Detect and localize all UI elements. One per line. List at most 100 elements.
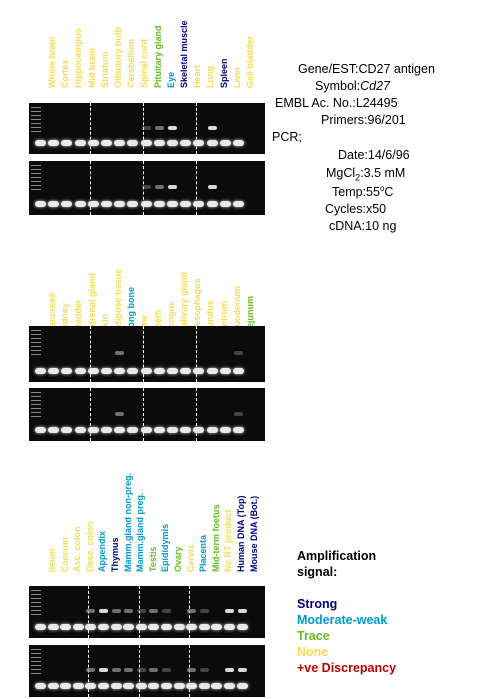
- product-band: [234, 351, 243, 356]
- lane-separator: [90, 161, 92, 215]
- primer-dimer-band: [198, 683, 210, 689]
- primer-dimer-band: [61, 201, 73, 207]
- ladder-tick: [31, 165, 41, 166]
- product-band: [225, 609, 234, 614]
- lane-label: Mid brain: [74, 2, 97, 100]
- ladder-tick: [31, 606, 41, 607]
- lane-label: Thymus: [97, 480, 120, 584]
- ladder-tick: [31, 127, 41, 128]
- primer-dimer-band: [48, 427, 60, 433]
- ladder-tick: [31, 181, 41, 182]
- lane-separator: [90, 388, 92, 441]
- info-gene: Gene/EST:CD27 antigen: [298, 62, 435, 76]
- product-band: [207, 125, 217, 130]
- panel-3-gel-top: [29, 586, 265, 638]
- primer-dimer-band: [35, 201, 46, 207]
- ladder-tick: [31, 115, 41, 116]
- info-symbol: Symbol:Cd27: [315, 79, 391, 93]
- primer-dimer-band: [74, 368, 86, 374]
- info-embl: EMBL Ac. No.:L24495: [275, 96, 398, 110]
- primer-dimer-band: [153, 201, 165, 207]
- product-band: [154, 125, 164, 130]
- primer-dimer-band: [233, 140, 244, 146]
- amplification-legend: Amplification signal: Strong Moderate-we…: [297, 548, 396, 676]
- primer-dimer-band: [206, 201, 218, 207]
- primer-dimer-band: [233, 368, 244, 374]
- ladder-tick: [31, 119, 41, 120]
- primer-dimer-band: [140, 201, 152, 207]
- primer-dimer-band: [60, 683, 72, 689]
- primer-dimer-band: [167, 201, 178, 207]
- primer-dimer-band: [173, 683, 185, 689]
- ladder-tick: [31, 594, 41, 595]
- primer-dimer-band: [47, 683, 59, 689]
- product-band: [115, 411, 125, 416]
- lane-label: Mid-term foetus: [198, 480, 221, 584]
- primer-dimer-band: [180, 140, 192, 146]
- size-ladder: [31, 645, 41, 697]
- ladder-tick: [31, 185, 41, 186]
- primer-dimer-band: [48, 140, 60, 146]
- lane-separator: [138, 645, 140, 697]
- lane-label: Skeletal muscle: [166, 2, 189, 100]
- lane-label: Striatum: [87, 2, 110, 100]
- ladder-tick: [31, 598, 41, 599]
- ladder-tick: [31, 346, 41, 347]
- primer-dimer-band: [206, 368, 218, 374]
- primer-dimer-band: [114, 427, 126, 433]
- product-band: [237, 668, 247, 673]
- primer-dimer-band: [114, 368, 126, 374]
- product-band: [124, 668, 134, 673]
- ladder-tick: [31, 408, 41, 409]
- product-band: [162, 668, 171, 673]
- lane-label: Appendix: [84, 480, 107, 584]
- ladder-tick: [31, 661, 41, 662]
- ladder-tick: [31, 177, 41, 178]
- panel-2-gel-top: [29, 326, 265, 382]
- product-band: [187, 668, 197, 673]
- lane-label: Heart: [179, 2, 202, 100]
- product-band: [86, 609, 96, 614]
- lane-label: Spinal cord: [126, 2, 149, 100]
- lane-label: Olfactory bulb: [100, 2, 123, 100]
- primer-dimer-band: [47, 624, 59, 630]
- lane-label: Whole brain: [34, 2, 57, 100]
- primer-dimer-band: [35, 427, 46, 433]
- ladder-tick: [31, 614, 41, 615]
- product-band: [225, 668, 234, 673]
- lane-label: Mamm.gland non-preg.: [110, 473, 133, 584]
- product-band: [115, 351, 125, 356]
- primer-dimer-band: [219, 201, 231, 207]
- panel-1-lane-labels: Whole brain Cortex Hippocampus Mid brain Str…: [0, 2, 270, 100]
- product-band: [234, 411, 243, 416]
- primer-dimer-band: [140, 140, 152, 146]
- ladder-tick: [31, 111, 41, 112]
- product-band: [99, 668, 108, 673]
- product-band: [149, 668, 159, 673]
- ladder-tick: [31, 169, 41, 170]
- product-band: [141, 125, 151, 130]
- primer-dimer-band: [173, 624, 185, 630]
- lane-separator: [143, 103, 144, 154]
- lane-separator: [143, 161, 144, 215]
- primer-dimer-band: [211, 683, 223, 689]
- ladder-tick: [31, 673, 41, 674]
- legend-discrepancy: +ve Discrepancy: [297, 661, 397, 675]
- primer-dimer-band: [193, 140, 205, 146]
- product-band: [207, 185, 217, 190]
- ladder-tick: [31, 173, 41, 174]
- primer-dimer-band: [61, 427, 73, 433]
- legend-subtitle: signal:: [297, 565, 338, 579]
- lane-separator: [195, 103, 197, 154]
- ladder-tick: [31, 189, 41, 190]
- primer-dimer-band: [101, 201, 112, 207]
- ladder-tick: [31, 412, 41, 413]
- primer-dimer-band: [87, 201, 99, 207]
- primer-dimer-band: [127, 201, 139, 207]
- product-band: [141, 185, 151, 190]
- info-primers: Primers:96/201: [321, 113, 406, 127]
- primer-dimer-band: [219, 368, 231, 374]
- primer-dimer-band: [167, 368, 178, 374]
- ladder-tick: [31, 665, 41, 666]
- primer-dimer-band: [35, 140, 46, 146]
